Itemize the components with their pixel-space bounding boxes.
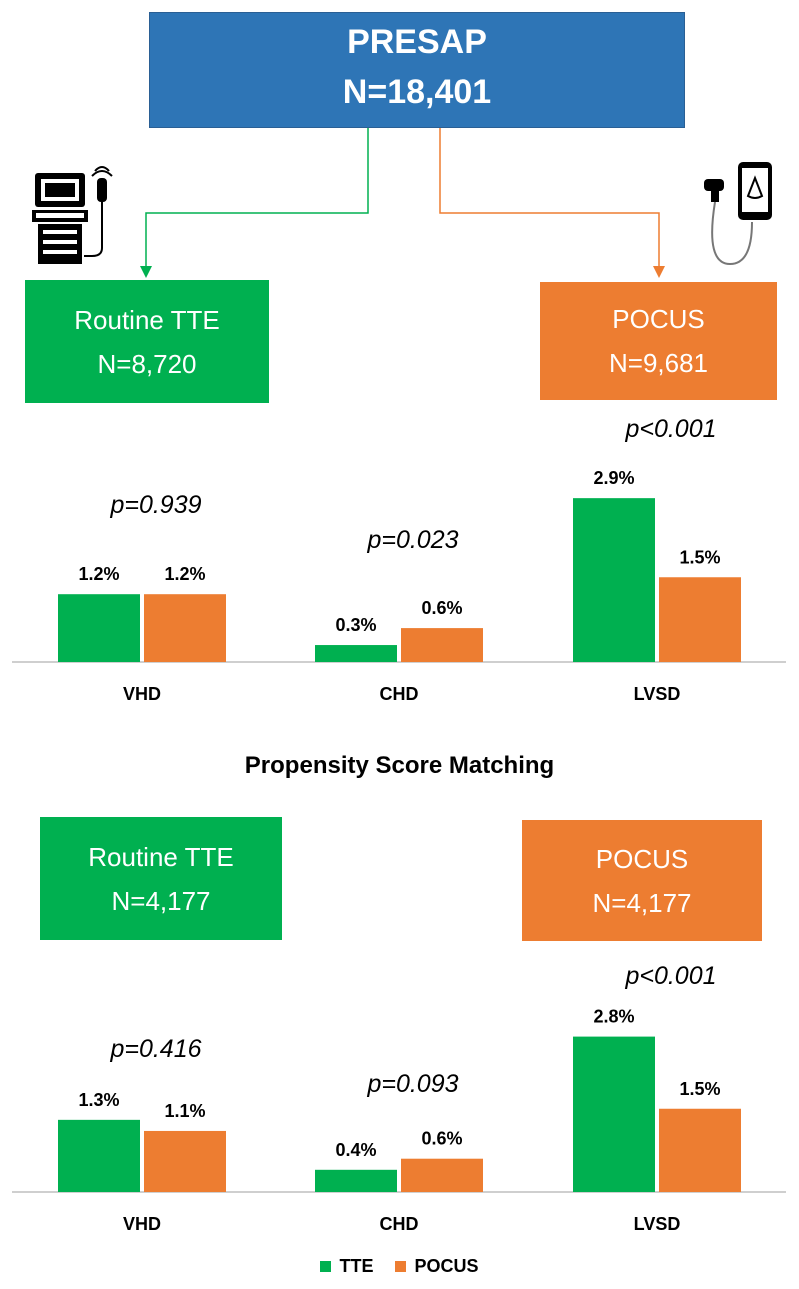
data-label-tte-lvsd: 2.8% (593, 1007, 634, 1027)
chart-unmatched: 1.2% 1.2% VHD p=0.939 0.3% 0.6% CHD p=0.023 2.9%… (12, 415, 786, 704)
p-value-lvsd: p<0.001 (624, 415, 716, 443)
bar-pocus-chd (401, 628, 483, 662)
routine-tte-label: Routine TTE (74, 304, 220, 335)
routine-tte-box: Routine TTE N=8,720 (25, 280, 269, 403)
data-label-pocus-vhd: 1.1% (164, 1101, 205, 1121)
bar-tte-vhd (58, 594, 140, 662)
bar-tte-chd (315, 1169, 397, 1192)
data-label-tte-chd: 0.4% (335, 1140, 376, 1160)
pocus-count: N=9,681 (608, 348, 709, 378)
pocus-matched-count: N=4,177 (592, 887, 692, 918)
bar-pocus-vhd (144, 594, 226, 662)
data-label-tte-vhd: 1.2% (78, 564, 119, 584)
psm-title: Propensity Score Matching (244, 752, 555, 779)
data-label-tte-chd: 0.3% (335, 615, 376, 635)
connector-tte (145, 128, 369, 268)
bar-pocus-lvsd (659, 1108, 741, 1192)
data-label-pocus-lvsd: 1.5% (679, 547, 720, 567)
bar-pocus-lvsd (659, 577, 741, 662)
routine-tte-matched-label: Routine TTE (88, 841, 234, 872)
data-label-pocus-lvsd: 1.5% (679, 1079, 720, 1099)
data-label-pocus-chd: 0.6% (421, 1129, 462, 1149)
root-count: N=18,401 (342, 73, 492, 111)
pocus-matched-label: POCUS (595, 843, 689, 874)
ultrasound-machine-icon (32, 166, 113, 264)
root-cohort-box: PRESAP N=18,401 (149, 12, 685, 128)
data-label-pocus-chd: 0.6% (421, 598, 462, 618)
bar-tte-chd (315, 645, 397, 662)
arrowhead-tte (140, 266, 152, 278)
chart-matched: 1.3% 1.1% VHD p=0.416 0.4% 0.6% CHD p=0.093 2.8%… (12, 962, 786, 1234)
data-label-tte-lvsd: 2.9% (593, 468, 634, 488)
category-label-lvsd: LVSD (634, 684, 681, 704)
pocus-box: POCUS N=9,681 (540, 282, 777, 400)
p-value-lvsd: p<0.001 (624, 962, 716, 990)
category-label-chd: CHD (380, 1214, 419, 1234)
legend-label-tte: TTE (339, 1256, 374, 1276)
p-value-vhd: p=0.416 (109, 1035, 201, 1063)
handheld-ultrasound-icon (704, 162, 772, 266)
legend-swatch-pocus (395, 1261, 407, 1272)
bar-pocus-vhd (144, 1130, 226, 1192)
legend-label-pocus: POCUS (414, 1256, 479, 1276)
category-label-lvsd: LVSD (634, 1214, 681, 1234)
routine-tte-count: N=8,720 (97, 348, 197, 379)
data-label-pocus-vhd: 1.2% (164, 564, 205, 584)
data-label-tte-vhd: 1.3% (78, 1090, 119, 1110)
legend-swatch-tte (320, 1261, 332, 1272)
bar-tte-lvsd (573, 498, 655, 662)
category-label-chd: CHD (380, 684, 419, 704)
root-title: PRESAP (347, 23, 487, 61)
arrowhead-pocus (653, 266, 665, 278)
bar-pocus-chd (401, 1158, 483, 1192)
routine-tte-matched-count: N=4,177 (111, 885, 211, 916)
pocus-label: POCUS (612, 304, 705, 334)
p-value-chd: p=0.093 (366, 1070, 458, 1098)
legend-item-tte: TTE (320, 1256, 373, 1277)
chart-legend: TTE POCUS (0, 1256, 799, 1277)
legend-item-pocus: POCUS (395, 1256, 479, 1277)
bar-tte-lvsd (573, 1036, 655, 1192)
pocus-matched-box: POCUS N=4,177 (522, 820, 762, 941)
p-value-chd: p=0.023 (366, 526, 458, 554)
routine-tte-matched-box: Routine TTE N=4,177 (40, 817, 282, 940)
category-label-vhd: VHD (123, 1214, 161, 1234)
category-label-vhd: VHD (123, 684, 161, 704)
p-value-vhd: p=0.939 (109, 491, 201, 519)
connector-pocus (439, 128, 660, 268)
bar-tte-vhd (58, 1119, 140, 1192)
